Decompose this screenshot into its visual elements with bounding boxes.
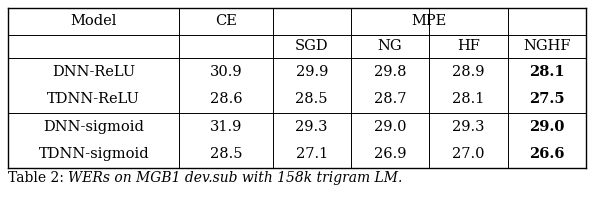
Text: TDNN-sigmoid: TDNN-sigmoid xyxy=(39,147,149,161)
Text: CE: CE xyxy=(215,14,237,28)
Text: 28.6: 28.6 xyxy=(210,92,242,106)
Text: Model: Model xyxy=(71,14,117,28)
Text: 27.1: 27.1 xyxy=(296,147,328,161)
Text: 27.0: 27.0 xyxy=(452,147,485,161)
Text: 30.9: 30.9 xyxy=(210,65,242,79)
Text: HF: HF xyxy=(457,39,480,53)
Text: 29.3: 29.3 xyxy=(452,120,485,134)
Text: 29.0: 29.0 xyxy=(374,120,406,134)
Text: 31.9: 31.9 xyxy=(210,120,242,134)
Text: SGD: SGD xyxy=(295,39,328,53)
Text: 28.5: 28.5 xyxy=(210,147,242,161)
Text: NG: NG xyxy=(378,39,402,53)
Text: DNN-ReLU: DNN-ReLU xyxy=(52,65,135,79)
Text: 26.9: 26.9 xyxy=(374,147,406,161)
Text: MPE: MPE xyxy=(412,14,447,28)
Text: 29.9: 29.9 xyxy=(295,65,328,79)
Text: 29.3: 29.3 xyxy=(295,120,328,134)
Text: 28.1: 28.1 xyxy=(452,92,485,106)
Text: 28.9: 28.9 xyxy=(452,65,485,79)
Text: Table 2:: Table 2: xyxy=(8,171,68,185)
Text: 28.1: 28.1 xyxy=(529,65,565,79)
Text: 29.8: 29.8 xyxy=(374,65,406,79)
Text: 29.0: 29.0 xyxy=(529,120,564,134)
Text: NGHF: NGHF xyxy=(523,39,571,53)
Text: 27.5: 27.5 xyxy=(529,92,565,106)
Text: 26.6: 26.6 xyxy=(529,147,564,161)
Text: TDNN-ReLU: TDNN-ReLU xyxy=(48,92,140,106)
Text: WERs on MGB1 dev.sub with 158k trigram LM.: WERs on MGB1 dev.sub with 158k trigram L… xyxy=(68,171,403,185)
Text: 28.7: 28.7 xyxy=(374,92,406,106)
Text: 28.5: 28.5 xyxy=(295,92,328,106)
Text: DNN-sigmoid: DNN-sigmoid xyxy=(43,120,144,134)
